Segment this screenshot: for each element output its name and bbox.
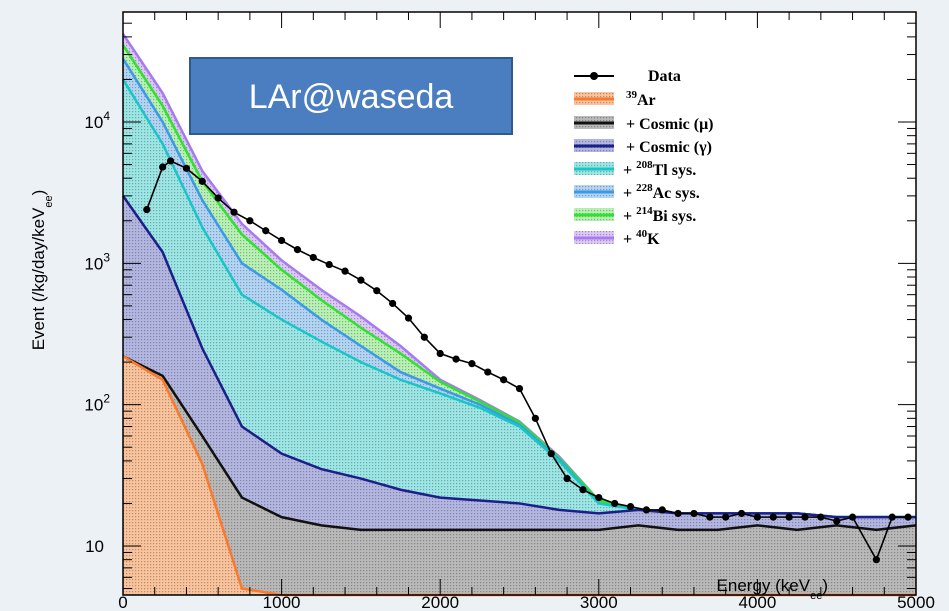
data-point: [547, 450, 555, 458]
data-point: [278, 236, 286, 245]
data-point: [848, 513, 857, 521]
data-point: [904, 513, 912, 521]
data-point: [420, 333, 428, 341]
stacked-areas: [121, 33, 917, 597]
data-point: [579, 486, 587, 494]
legend-label: + 214Bi sys.: [623, 205, 696, 225]
series-hatch-2: [123, 195, 916, 595]
data-point: [246, 217, 254, 225]
data-point: [690, 509, 698, 518]
data-point: [888, 513, 896, 521]
y-axis-title: Event (/kg/day/keVee): [29, 190, 55, 351]
data-point: [769, 513, 777, 521]
data-point: [373, 287, 381, 295]
y-tick-label: 103: [84, 250, 110, 273]
legend-label: + 40K: [623, 228, 660, 248]
annotation-box: LAr@waseda: [189, 57, 513, 135]
legend-label-data: Data: [648, 68, 681, 85]
series-hatch-3: [123, 79, 916, 595]
y-axis: 10 102 103 104: [84, 11, 916, 590]
data-points: [143, 157, 912, 564]
data-point: [230, 208, 238, 216]
x-axis-title: Energy (keVee): [717, 576, 828, 602]
data-point: [404, 314, 413, 322]
data-point: [159, 163, 167, 171]
series-hatch-0: [123, 356, 916, 595]
y-tick-label: 10: [85, 537, 104, 556]
y-tick-label: 104: [84, 109, 110, 132]
data-point: [626, 502, 635, 511]
legend-label: + Cosmic (γ): [626, 139, 712, 156]
y-tick-label: 102: [84, 392, 110, 415]
plot-frame: [122, 11, 917, 596]
data-point: [515, 384, 524, 393]
data-point: [484, 368, 492, 376]
legend-label: 39Ar: [626, 89, 656, 109]
legend-marker-data: [590, 72, 598, 80]
x-axis: 0 1000 2000 3000 4000 5000: [118, 12, 935, 611]
data-point: [753, 513, 762, 521]
legend-label: + Cosmic (μ): [626, 116, 714, 133]
data-point: [611, 499, 619, 508]
data-point: [500, 376, 508, 384]
x-tick-label: 1000: [263, 593, 301, 611]
data-point: [833, 517, 841, 525]
data-point: [293, 246, 302, 254]
data-point: [325, 260, 333, 269]
data-point: [674, 509, 682, 518]
annotation-text: LAr@waseda: [249, 78, 454, 116]
data-point: [658, 506, 666, 514]
data-point: [357, 276, 365, 284]
series-line-1: [122, 355, 917, 532]
data-point: [309, 253, 317, 262]
data-point: [143, 205, 151, 214]
data-point: [785, 513, 793, 521]
legend-label: + 208Tl sys.: [623, 159, 696, 179]
data-point: [262, 227, 270, 235]
x-tick-label: 0: [118, 593, 127, 611]
data-point: [182, 164, 191, 172]
series-line-2: [121, 195, 916, 519]
x-tick-label: 3000: [580, 593, 618, 611]
x-tick-label: 5000: [897, 593, 935, 611]
data-point: [214, 194, 222, 202]
data-point: [436, 349, 444, 358]
data-point: [341, 267, 349, 275]
legend-label: + 228Ac sys.: [623, 182, 700, 202]
x-tick-label: 4000: [738, 593, 776, 611]
legend: Data 39Ar + Cosmic (μ) + Cosmic (γ) + 208Tl …: [574, 68, 714, 248]
data-point: [801, 513, 809, 521]
data-point: [722, 513, 730, 521]
data-point: [198, 177, 206, 185]
series-hatch-1: [123, 356, 916, 595]
x-tick-label: 2000: [421, 593, 459, 611]
data-point: [166, 157, 175, 165]
data-point: [706, 513, 714, 521]
data-point: [642, 506, 650, 514]
data-point: [468, 360, 476, 368]
data-point: [595, 493, 603, 502]
data-point: [737, 509, 746, 518]
data-point: [563, 474, 571, 483]
data-point: [389, 299, 397, 308]
data-point: [452, 355, 460, 363]
data-point: [872, 556, 880, 564]
data-point: [817, 513, 825, 521]
data-point: [531, 414, 539, 422]
